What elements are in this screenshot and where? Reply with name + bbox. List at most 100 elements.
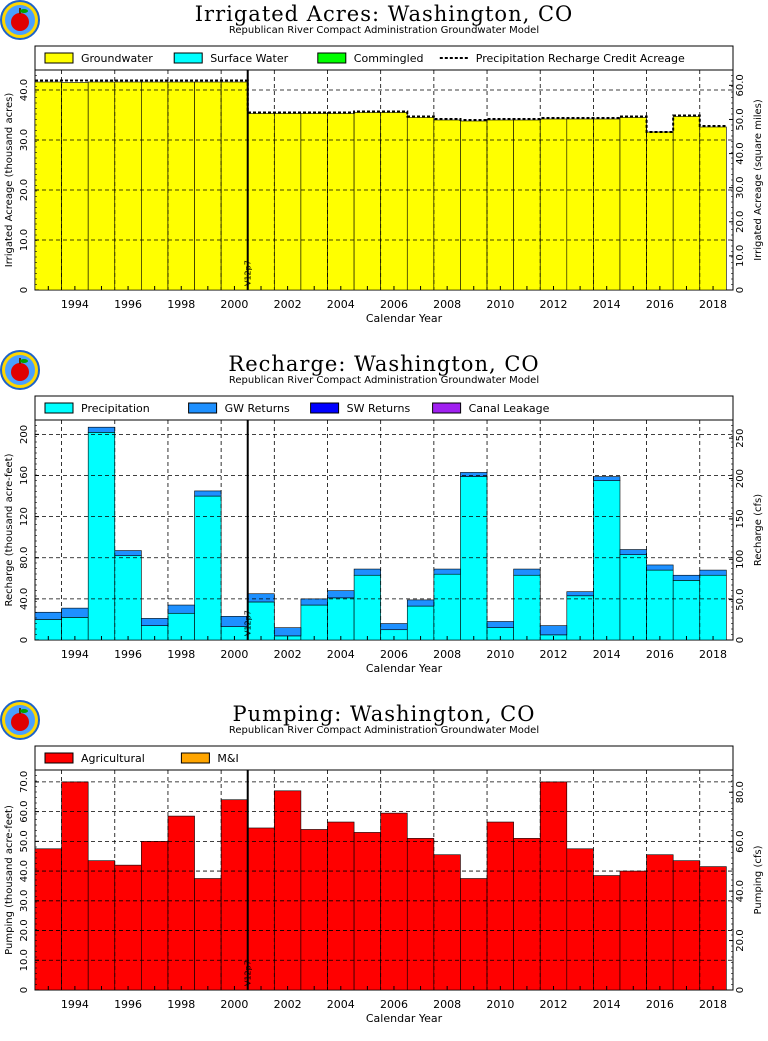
y-right-tick-label: 200 <box>735 469 746 488</box>
x-tick-label: 2000 <box>220 998 248 1011</box>
bar-segment <box>300 113 328 291</box>
bar-segment <box>194 495 222 641</box>
bar-segment <box>672 580 701 641</box>
y-right-tick-label: 30.0 <box>735 177 746 199</box>
y-tick-label: 0 <box>19 287 30 293</box>
bar-segment <box>433 854 461 991</box>
legend-item: Commingled <box>317 52 424 65</box>
legend-label: Commingled <box>354 52 424 65</box>
legend-item: Canal Leakage <box>432 402 550 415</box>
bar-segment <box>167 81 195 291</box>
series-line <box>35 79 727 133</box>
x-tick-label: 2006 <box>380 998 408 1011</box>
bar-segment <box>380 623 408 631</box>
y-tick-label: 10.0 <box>19 949 30 971</box>
bar-segment <box>114 550 142 557</box>
legend-label: Surface Water <box>210 52 288 65</box>
bar-segment <box>194 878 222 991</box>
bar-segment <box>646 569 674 641</box>
bar-segment <box>194 490 222 497</box>
x-axis-label: Calendar Year <box>366 662 443 675</box>
chart-subtitle: Republican River Compact Administration … <box>228 725 540 736</box>
x-tick-label: 2014 <box>593 998 621 1011</box>
bar-segment <box>513 568 541 576</box>
y-right-tick-label: 60.0 <box>735 74 746 96</box>
bar-segment <box>380 112 408 291</box>
bar-segment <box>34 611 62 620</box>
bar-segment <box>593 875 621 991</box>
bar-segment <box>247 593 275 603</box>
bar-segment <box>353 112 381 291</box>
bar-segment <box>194 81 222 291</box>
chart-subtitle: Republican River Compact Administration … <box>228 25 540 36</box>
bar-segment <box>61 607 89 618</box>
legend-item: Groundwater <box>44 52 153 65</box>
bar-segment <box>699 866 727 991</box>
legend-item: M&I <box>180 752 239 765</box>
bar-segment <box>566 118 594 291</box>
x-tick-label: 2010 <box>486 298 514 311</box>
bar-segment <box>646 854 674 991</box>
bar-segment <box>460 120 488 291</box>
bar-segment <box>539 781 568 991</box>
x-tick-label: 2012 <box>540 648 568 661</box>
bar-segment <box>353 574 381 641</box>
x-tick-label: 1994 <box>61 998 89 1011</box>
bar-segment <box>539 118 568 291</box>
y-right-tick-label: 150 <box>735 509 746 528</box>
bar-segment <box>646 564 674 571</box>
bar-segment <box>593 480 621 641</box>
x-tick-label: 2010 <box>486 648 514 661</box>
bar-segment <box>460 476 488 641</box>
y-right-tick-label: 250 <box>735 429 746 448</box>
bar-segment <box>593 118 621 291</box>
bar-segment <box>566 591 594 597</box>
y-tick-label: 10.0 <box>19 229 30 251</box>
bar-segment <box>114 81 142 291</box>
y-right-tick-label: 0 <box>735 987 746 993</box>
bar-segment <box>513 838 541 991</box>
bar-segment <box>167 604 195 614</box>
bar-segment <box>619 117 647 291</box>
legend-label: Groundwater <box>81 52 153 65</box>
x-tick-label: 1996 <box>114 648 142 661</box>
y-right-tick-label: 40.0 <box>735 142 746 164</box>
bar-segment <box>486 821 514 991</box>
x-tick-label: 2002 <box>274 298 302 311</box>
x-tick-label: 2008 <box>433 998 461 1011</box>
version-label: V12p7 <box>244 260 253 286</box>
bar-segment <box>87 860 116 991</box>
x-tick-label: 1994 <box>61 298 89 311</box>
y-tick-label: 60.0 <box>19 800 30 822</box>
legend-swatch <box>173 52 203 64</box>
bar-segment <box>566 595 594 641</box>
chart-svg: Groundwater Surface Water Commingled Precip… <box>4 45 764 325</box>
bar-segment <box>380 812 408 991</box>
bar-segment <box>87 426 116 433</box>
bar-segment <box>274 627 302 637</box>
y-tick-label: 70.0 <box>19 771 30 793</box>
y-tick-label: 40.0 <box>19 860 30 882</box>
y-axis-label-right: Pumping (cfs) <box>753 845 764 914</box>
bar-segment <box>220 799 249 991</box>
y-tick-label: 120 <box>19 507 30 526</box>
chart-subtitle: Republican River Compact Administration … <box>228 375 540 386</box>
y-axis-label: Irrigated Acreage (thousand acres) <box>4 93 15 268</box>
legend-item: Precipitation <box>44 402 150 415</box>
y-axis-label: Recharge (thousand acre-feet) <box>4 453 15 606</box>
x-axis-label: Calendar Year <box>366 1012 443 1025</box>
apple-logo <box>0 350 40 390</box>
chart-title: Irrigated Acres: Washington, CO <box>194 2 574 26</box>
x-tick-label: 2016 <box>646 998 674 1011</box>
x-tick-label: 2018 <box>699 298 727 311</box>
y-tick-label: 20.0 <box>19 919 30 941</box>
y-right-tick-label: 20.0 <box>735 929 746 951</box>
legend-swatch <box>317 52 347 64</box>
bar-segment <box>433 119 461 291</box>
y-axis-label-right: Recharge (cfs) <box>753 494 764 566</box>
x-tick-label: 2008 <box>433 648 461 661</box>
bar-segment <box>167 815 195 991</box>
x-tick-label: 2000 <box>220 298 248 311</box>
x-tick-label: 2012 <box>540 998 568 1011</box>
x-tick-label: 1998 <box>167 648 195 661</box>
